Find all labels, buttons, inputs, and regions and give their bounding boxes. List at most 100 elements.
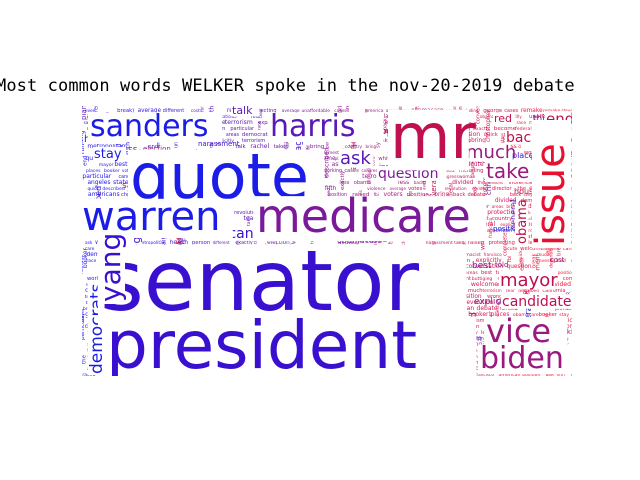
word-mr: mr [390,106,476,173]
filler-word: california [542,288,565,294]
filler-word: angeles [87,180,110,186]
filler-word: remake [499,306,517,312]
filler-word: obama [354,180,371,186]
filler-word: race [82,372,92,376]
filler-word: tear [244,215,257,222]
filler-word: votes [408,186,422,192]
word-told: told [495,261,508,269]
filler-word: particular [82,173,111,180]
filler-word: the [209,106,216,112]
filler-word: described [548,246,554,268]
word-red: red [494,112,512,125]
filler-word: white [378,156,392,162]
filler-word: exactly [340,171,346,190]
filler-word: particular [82,312,86,340]
filler-word: bring [310,144,325,150]
filler-word: protecting [487,209,518,216]
filler-word: director [571,258,572,264]
filler-word: even [85,109,96,114]
filler-word: take [273,144,285,150]
word-housing: housing [514,187,546,196]
filler-word: conversation [465,264,503,270]
word-best: best [472,261,492,271]
filler-word: plans [358,190,364,202]
filler-word: san [84,120,92,125]
filler-word: health [520,258,526,274]
filler-word: back [510,192,522,198]
filler-word: raised [438,168,455,174]
filler-word: revolution [464,300,494,306]
chart-title-text: Most common words WELKER spoke in the no… [0,76,575,96]
filler-word: booker [104,168,120,174]
filler-word: rachel [250,143,269,150]
word-backdrop [514,204,529,245]
filler-word: harassment [426,240,453,246]
word-mayor: mayor [500,270,558,291]
filler-word: general [284,138,290,160]
filler-word: question [507,264,532,270]
filler-word: america [365,108,383,114]
filler-word: wrong [487,294,502,300]
filler-word: americans [235,230,241,256]
filler-word: democrats [242,132,271,138]
filler-word: break [531,254,537,268]
filler-word: different [163,108,185,114]
filler-word: voters [482,177,489,196]
filler-word: particular [230,126,255,132]
filler-word: including [459,168,484,174]
word-explicitly: explicitly [474,297,515,307]
filler-word: quick [484,132,499,138]
word-backdrop [465,142,511,162]
filler-word: metropolitan [137,240,165,246]
word-harassment: harassment [198,140,240,148]
filler-word: revolution [445,186,467,192]
filler-word: welcome [471,281,498,288]
filler-word: mayor [99,162,114,168]
filler-word: domestic [373,230,379,256]
filler-word: domestic [180,229,187,256]
filler-word: americans [88,191,120,198]
filler-word: state [113,179,129,186]
filler-word: race [516,120,526,126]
filler-word: less [506,144,517,150]
filler-word: steyer [561,108,572,114]
filler-word: francisco [484,252,503,257]
filler-word: cases [334,109,347,114]
filler-word: ask [332,161,343,168]
filler-word: raised [468,240,485,246]
filler-word: acute [338,240,354,246]
filler-word: protecting [250,108,277,114]
word-issue: issue [528,143,572,246]
filler-word: obamacare [480,114,504,119]
word-backdrop [88,112,223,142]
filler-word: booker [539,312,558,318]
filler-word: exactly [235,240,252,246]
word-biden: biden [480,341,564,376]
filler-word: divided [495,198,517,204]
filler-word: back [453,192,465,198]
filler-word: fbi [199,106,205,112]
filler-word: tear [506,288,515,294]
filler-word: steyer [523,192,537,198]
filler-word: divided [472,186,488,192]
filler-word: best [114,161,128,168]
filler-word: average [421,172,426,190]
filler-word: cost [191,108,200,114]
filler-word: working [87,276,108,282]
word-backdrop [499,270,555,290]
filler-word: tear [258,107,264,118]
filler-word: much [537,252,549,258]
filler-word: san [546,248,551,256]
filler-word: steyer [82,308,86,322]
filler-word: christopher [486,109,492,142]
word-backdrop [98,244,467,327]
filler-word: george [483,108,503,114]
filler-word: acute [504,246,517,252]
filler-word: cases [504,108,518,114]
filler-word: less [339,180,349,186]
word-backdrop [501,294,572,309]
filler-word: explicitly [476,258,502,264]
word-cases: cases [174,229,184,255]
filler-word: talk [236,144,247,150]
